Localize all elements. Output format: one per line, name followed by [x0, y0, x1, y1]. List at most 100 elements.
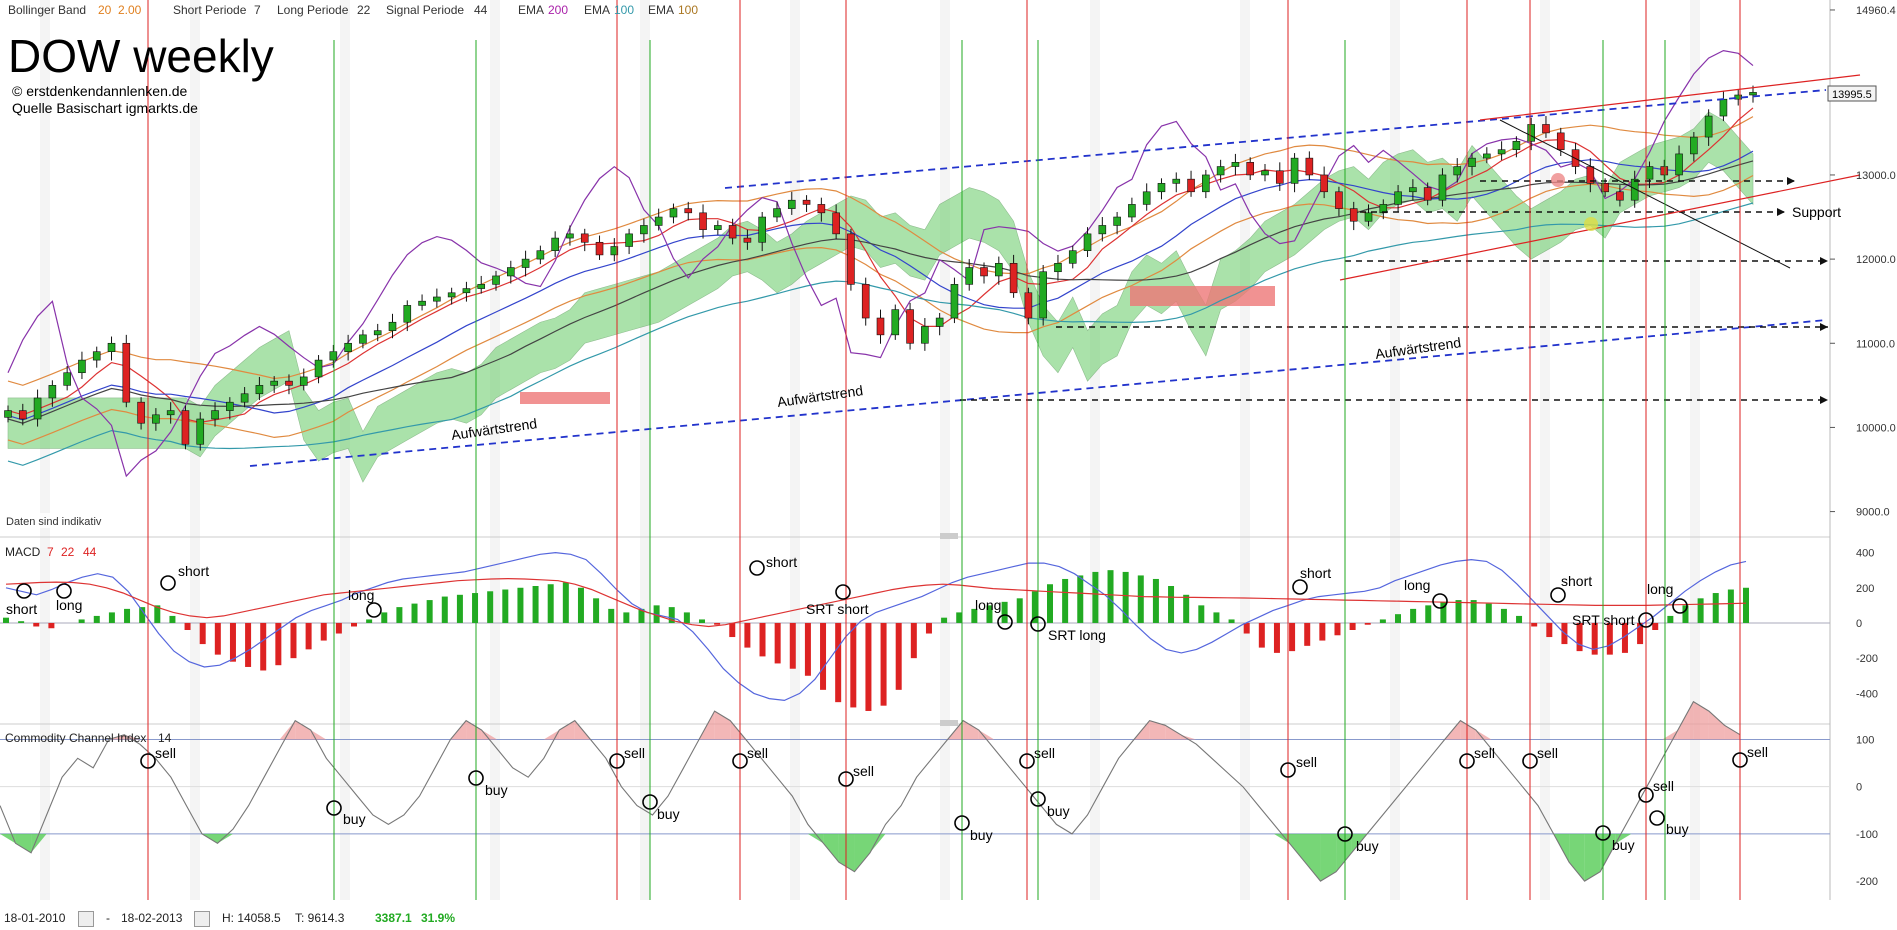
candle-body — [551, 237, 559, 251]
macd-histogram-bar — [699, 619, 705, 623]
candle-body — [876, 317, 885, 336]
red-channel-line — [1339, 174, 1861, 281]
cci-signal-label: buy — [1612, 837, 1635, 853]
panel-splitter-handle — [940, 533, 958, 539]
macd-signal-label: long — [975, 597, 1001, 613]
ema2-label: EMA — [584, 3, 610, 17]
macd-histogram-bar — [1062, 578, 1069, 623]
bg-stripe — [40, 0, 50, 900]
disclaimer-text: Daten sind indikativ — [6, 516, 102, 528]
cci-overbought-fill — [1475, 730, 1492, 740]
cci-oversold-fill — [31, 833, 47, 853]
macd-tick-label: -200 — [1856, 653, 1878, 665]
macd-histogram-bar — [880, 622, 887, 706]
candle-body — [847, 233, 855, 285]
candle-body — [492, 275, 500, 285]
macd-histogram-bar — [1682, 605, 1689, 623]
candle-body — [654, 216, 663, 226]
calendar-to-icon[interactable] — [194, 911, 210, 927]
candle-body — [699, 212, 707, 230]
ema2-value: 100 — [614, 3, 634, 17]
macd-histogram-bar — [1652, 622, 1659, 630]
macd-histogram-bar — [1379, 619, 1386, 623]
macd-histogram-bar — [1349, 622, 1356, 630]
price-axis: 14960.4 13000.0 12000.0 11000.0 10000.0 9000.… — [1830, 5, 1896, 888]
macd-line — [5, 551, 1747, 702]
bg-stripe — [340, 0, 350, 900]
source-text: Quelle Basischart igmarkts.de — [12, 100, 198, 116]
footer-to-date: 18-02-2013 — [121, 911, 183, 925]
macd-histogram-bar — [1727, 589, 1734, 623]
macd-signal-label: SRT long — [1048, 627, 1106, 643]
macd-histogram-bar — [1137, 575, 1144, 623]
macd-histogram-bar — [396, 607, 403, 623]
red-channel-line — [1479, 74, 1861, 121]
signal-line — [7, 160, 1754, 424]
price-marker-red — [1551, 173, 1565, 187]
calendar-from-icon[interactable] — [78, 911, 94, 927]
candle-body — [447, 292, 456, 298]
price-tick-label: 9000.0 — [1856, 507, 1890, 519]
cci-overbought-fill — [295, 720, 311, 740]
candle-body — [1290, 157, 1299, 184]
candle-body — [1009, 263, 1018, 294]
macd-histogram-bar — [381, 612, 388, 623]
signal-period-value: 44 — [474, 3, 488, 17]
macd-histogram-bar — [1712, 593, 1719, 623]
background-stripes — [40, 0, 1700, 900]
candle-body — [758, 216, 766, 243]
cci-oversold-fill — [1600, 833, 1616, 872]
long-period-value: 22 — [357, 3, 371, 17]
candle-body — [1645, 166, 1654, 180]
macd-histogram-bar — [3, 617, 9, 623]
indicator-lines — [7, 49, 1754, 478]
macd-histogram-bar — [1213, 612, 1220, 623]
cci-overbought-fill — [1460, 720, 1476, 740]
ema3-value: 100 — [678, 3, 698, 17]
macd-param-3: 44 — [83, 545, 97, 559]
candle-body — [1039, 271, 1047, 319]
bollinger-period: 20 — [98, 3, 112, 17]
cci-signal-label: sell — [1034, 745, 1055, 761]
candle-body — [1335, 191, 1343, 209]
macd-histogram-bar — [547, 584, 554, 623]
cloud-red-area — [520, 392, 610, 404]
long-line — [7, 150, 1754, 421]
macd-histogram-bar — [18, 621, 25, 623]
cci-signal-label: sell — [624, 745, 645, 761]
candle-body — [1083, 233, 1092, 251]
price-marker-yellow — [1584, 217, 1598, 231]
macd-histogram-bar — [683, 612, 690, 623]
price-tick-label: 14960.4 — [1856, 5, 1896, 17]
macd-signal-circle — [16, 583, 32, 599]
macd-param-2: 22 — [61, 545, 75, 559]
candle-body — [1453, 166, 1462, 176]
candle-body — [1601, 183, 1609, 193]
support-line-12600-arrow — [1777, 208, 1785, 216]
macd-signal-circle — [1292, 579, 1308, 595]
macd-histogram-bar — [1183, 594, 1190, 623]
macd-signal-circle — [160, 575, 176, 591]
macd-histogram-bar — [1531, 622, 1538, 627]
price-tick-label: 12000.0 — [1856, 254, 1896, 266]
grid-lines — [0, 0, 1831, 900]
cci-signal-circle — [1459, 753, 1475, 769]
macd-histogram-bar — [108, 612, 115, 623]
macd-histogram-bar — [1606, 622, 1613, 655]
footer-low: T: 9614.3 — [295, 911, 345, 925]
macd-histogram-bar — [895, 622, 902, 690]
candle-body — [802, 199, 811, 205]
cci-signal-label: sell — [1747, 744, 1768, 760]
macd-histogram-bar — [638, 608, 645, 623]
cci-oversold-fill — [1273, 833, 1290, 844]
macd-histogram-bar — [1273, 622, 1280, 653]
bg-stripe — [1390, 0, 1400, 900]
macd-histogram-bar — [1122, 571, 1129, 623]
last-price-text: 13995.5 — [1832, 89, 1872, 101]
macd-signal-circle — [1672, 598, 1688, 614]
macd-histogram-bar — [971, 608, 978, 623]
macd-histogram-bar — [351, 622, 357, 627]
candle-body — [965, 267, 974, 285]
macd-histogram-bar — [320, 622, 327, 641]
macd-histogram-bar — [1395, 614, 1401, 623]
